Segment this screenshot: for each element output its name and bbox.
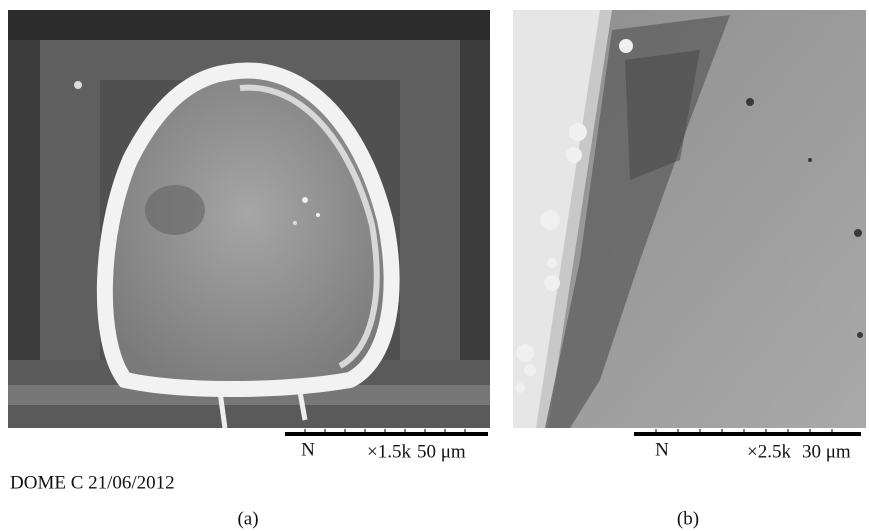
scale-bar-b bbox=[634, 429, 861, 436]
magnification-label: ×1.5k bbox=[367, 441, 411, 462]
detector-label: N bbox=[301, 439, 315, 460]
sem-image-a bbox=[8, 10, 490, 428]
scale-length-label: 30 μm bbox=[802, 441, 851, 462]
magnification-label: ×2.5k bbox=[747, 441, 791, 462]
panel-label: (b) bbox=[677, 508, 699, 529]
scale-bar-a bbox=[285, 429, 488, 436]
figure: N ×1.5k 50 μm N ×2.5k 30 μm DOME C 21/06… bbox=[0, 0, 869, 531]
detector-label: N bbox=[655, 439, 669, 460]
scale-length-label: 50 μm bbox=[417, 441, 466, 462]
panel-label: (a) bbox=[237, 508, 258, 529]
site-date-label: DOME C 21/06/2012 bbox=[10, 472, 175, 493]
sem-image-b bbox=[513, 10, 866, 428]
